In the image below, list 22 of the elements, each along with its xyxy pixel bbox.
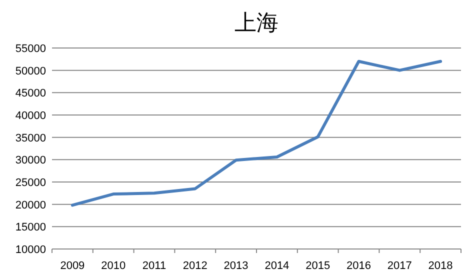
y-tick-label: 10000	[15, 244, 46, 256]
y-tick-label: 55000	[15, 43, 46, 55]
x-tick-label: 2011	[142, 260, 166, 272]
x-tick-label: 2016	[346, 260, 371, 272]
y-tick-label: 40000	[15, 110, 46, 122]
line-series	[70, 60, 442, 207]
x-tick-label: 2010	[101, 260, 126, 272]
x-tick-label: 2009	[60, 260, 85, 272]
y-tick-label: 25000	[15, 177, 46, 189]
x-tick-label: 2017	[387, 260, 412, 272]
y-tick-label: 30000	[15, 154, 46, 167]
x-tick-label: 2014	[264, 260, 290, 272]
y-tick-label: 15000	[15, 222, 46, 234]
y-tick-label: 20000	[15, 199, 46, 212]
y-tick-label: 50000	[15, 65, 46, 78]
x-tick-label: 2018	[428, 260, 453, 272]
x-tick-label: 2015	[306, 260, 330, 272]
x-tick-label: 2012	[182, 260, 208, 272]
y-tick-label: 35000	[15, 132, 46, 144]
chart-title: 上海	[234, 11, 278, 36]
y-tick-label: 45000	[15, 88, 46, 100]
x-tick-label: 2013	[224, 260, 248, 272]
